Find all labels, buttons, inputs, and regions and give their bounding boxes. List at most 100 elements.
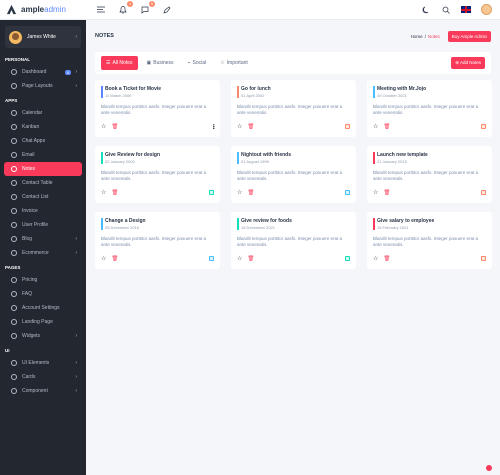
sidebar-item-account-settings[interactable]: Account Settings — [4, 301, 82, 315]
buy-ample-admin-button[interactable]: Buy Ample Admin — [447, 30, 491, 42]
sidebar-item-blog[interactable]: Blog › — [4, 232, 82, 246]
chevron-right-icon: › — [75, 236, 77, 242]
circle-icon — [11, 388, 17, 394]
note-card[interactable]: Give Review for design 02 January 2000 B… — [95, 146, 220, 203]
note-body: Blandit tempus porttitor aasfs. Integer … — [101, 170, 207, 181]
star-icon[interactable]: ☆ — [237, 190, 243, 196]
star-icon[interactable]: ☆ — [373, 256, 379, 262]
star-icon[interactable]: ☆ — [373, 124, 379, 130]
sidebar-item-chat-apps[interactable]: Chat Apps — [4, 134, 82, 148]
brand-logo[interactable]: ampleadmin — [0, 0, 86, 20]
sidebar-item-cards[interactable]: Cards › — [4, 370, 82, 384]
sidebar-item-label: Notes — [22, 166, 36, 172]
sidebar-item-ui-elements[interactable]: UI Elements › — [4, 356, 82, 370]
category-icon[interactable] — [481, 256, 486, 261]
note-actions: ☆ 🗑 — [237, 123, 350, 130]
sidebar-item-contact-list[interactable]: Contact List — [4, 190, 82, 204]
star-icon[interactable]: ☆ — [101, 256, 107, 262]
sidebar-item-user-profile[interactable]: User Profile — [4, 218, 82, 232]
sidebar-item-email[interactable]: Email — [4, 148, 82, 162]
category-icon[interactable] — [481, 190, 486, 195]
trash-icon[interactable]: 🗑 — [111, 123, 119, 130]
trash-icon[interactable]: 🗑 — [383, 189, 391, 196]
note-title: Launch new template — [377, 152, 428, 158]
sidebar-item-ecommerce[interactable]: Ecommerce › — [4, 246, 82, 260]
category-icon[interactable] — [345, 256, 350, 261]
sidebar-item-notes[interactable]: Notes — [4, 162, 82, 176]
star-icon[interactable]: ☆ — [237, 256, 243, 262]
star-icon[interactable]: ☆ — [373, 190, 379, 196]
bell-icon[interactable]: 1 — [118, 0, 133, 15]
moon-icon[interactable] — [421, 5, 431, 15]
notes-tabs: ☰ All Notes ▣ Business ⌁ Social ☆ Important — [101, 56, 257, 70]
briefcase-icon: ▣ — [146, 60, 152, 66]
note-card[interactable]: Give salary to employee 15 February 2021… — [367, 212, 492, 269]
category-icon[interactable] — [209, 190, 214, 195]
tab-business[interactable]: ▣ Business — [142, 56, 179, 70]
category-icon[interactable] — [209, 256, 214, 261]
category-icon[interactable] — [345, 190, 350, 195]
note-card[interactable]: Give review for foods 18 December 2021 B… — [231, 212, 356, 269]
sidebar-item-page-layouts[interactable]: Page Layouts › — [4, 79, 82, 93]
avatar[interactable] — [481, 4, 492, 15]
user-avatar — [9, 30, 22, 44]
sidebar-item-label: UI Elements — [22, 360, 50, 366]
trash-icon[interactable]: 🗑 — [247, 255, 255, 262]
chevron-right-icon: › — [75, 388, 77, 394]
tab-all-notes[interactable]: ☰ All Notes — [101, 56, 138, 70]
note-card[interactable]: Meeting with Mr.Jojo 19 October 2021 Bla… — [367, 80, 492, 137]
note-date: 02 January 2000 — [105, 159, 135, 164]
user-card[interactable]: James White › — [5, 26, 81, 48]
user-name: James White — [27, 34, 56, 40]
trash-icon[interactable]: 🗑 — [111, 255, 119, 262]
trash-icon[interactable]: 🗑 — [247, 123, 255, 130]
trash-icon[interactable]: 🗑 — [247, 189, 255, 196]
star-icon[interactable]: ☆ — [237, 124, 243, 130]
note-actions: ☆ 🗑 — [373, 123, 486, 130]
star-icon[interactable]: ☆ — [101, 190, 107, 196]
trash-icon[interactable]: 🗑 — [111, 189, 119, 196]
sidebar-item-landing-page[interactable]: Landing Page — [4, 315, 82, 329]
note-title: Give review for foods — [241, 218, 292, 224]
note-card[interactable]: Book a Ticket for Movie 11 March 2009 Bl… — [95, 80, 220, 137]
search-icon[interactable] — [441, 5, 451, 15]
trash-icon[interactable]: 🗑 — [383, 123, 391, 130]
sidebar-item-component[interactable]: Component › — [4, 384, 82, 398]
circle-icon — [11, 110, 17, 116]
sidebar-item-dashboard[interactable]: Dashboard 6 › — [4, 65, 82, 79]
message-icon[interactable]: 5 — [140, 0, 155, 15]
sidebar-item-kanban[interactable]: Kanban — [4, 120, 82, 134]
tab-important[interactable]: ☆ Important — [215, 56, 253, 70]
chevron-right-icon: › — [75, 83, 77, 89]
star-icon[interactable]: ☆ — [101, 124, 107, 130]
flag-icon[interactable] — [461, 6, 471, 13]
pen-icon[interactable] — [162, 5, 172, 15]
breadcrumb-home[interactable]: Home — [410, 33, 423, 39]
category-icon[interactable] — [345, 124, 350, 129]
more-vertical-icon[interactable]: ••• — [210, 123, 216, 130]
circle-icon — [11, 374, 17, 380]
menu-icon[interactable] — [96, 5, 106, 15]
note-card[interactable]: Nightout with friends 01 August 1999 Bla… — [231, 146, 356, 203]
sidebar-item-faq[interactable]: FAQ — [4, 287, 82, 301]
add-notes-button[interactable]: ⊕ Add Notes — [451, 57, 485, 69]
category-icon[interactable] — [481, 124, 486, 129]
settings-fab[interactable] — [486, 465, 492, 471]
tab-social[interactable]: ⌁ Social — [183, 56, 212, 70]
note-title: Give salary to employee — [377, 218, 435, 224]
note-card[interactable]: Go for lunch 01 April 2002 Blandit tempu… — [231, 80, 356, 137]
sidebar-item-pricing[interactable]: Pricing — [4, 273, 82, 287]
sidebar-item-widgets[interactable]: Widgets › — [4, 329, 82, 343]
sidebar-item-contact-table[interactable]: Contact Table — [4, 176, 82, 190]
circle-icon — [11, 319, 17, 325]
note-card[interactable]: Change a Design 25 December 2016 Blandit… — [95, 212, 220, 269]
trash-icon[interactable]: 🗑 — [383, 255, 391, 262]
sidebar-item-label: Calendar — [22, 110, 43, 116]
sidebar-item-invoice[interactable]: Invoice — [4, 204, 82, 218]
sidebar-item-label: Contact List — [22, 194, 49, 200]
note-body: Blandit tempus porttitor aasfs. Integer … — [237, 170, 343, 181]
note-card[interactable]: Launch new template 21 January 2015 Blan… — [367, 146, 492, 203]
breadcrumb-separator: / — [424, 33, 426, 39]
sidebar-item-calendar[interactable]: Calendar — [4, 106, 82, 120]
note-date: 15 February 2021 — [377, 225, 409, 230]
